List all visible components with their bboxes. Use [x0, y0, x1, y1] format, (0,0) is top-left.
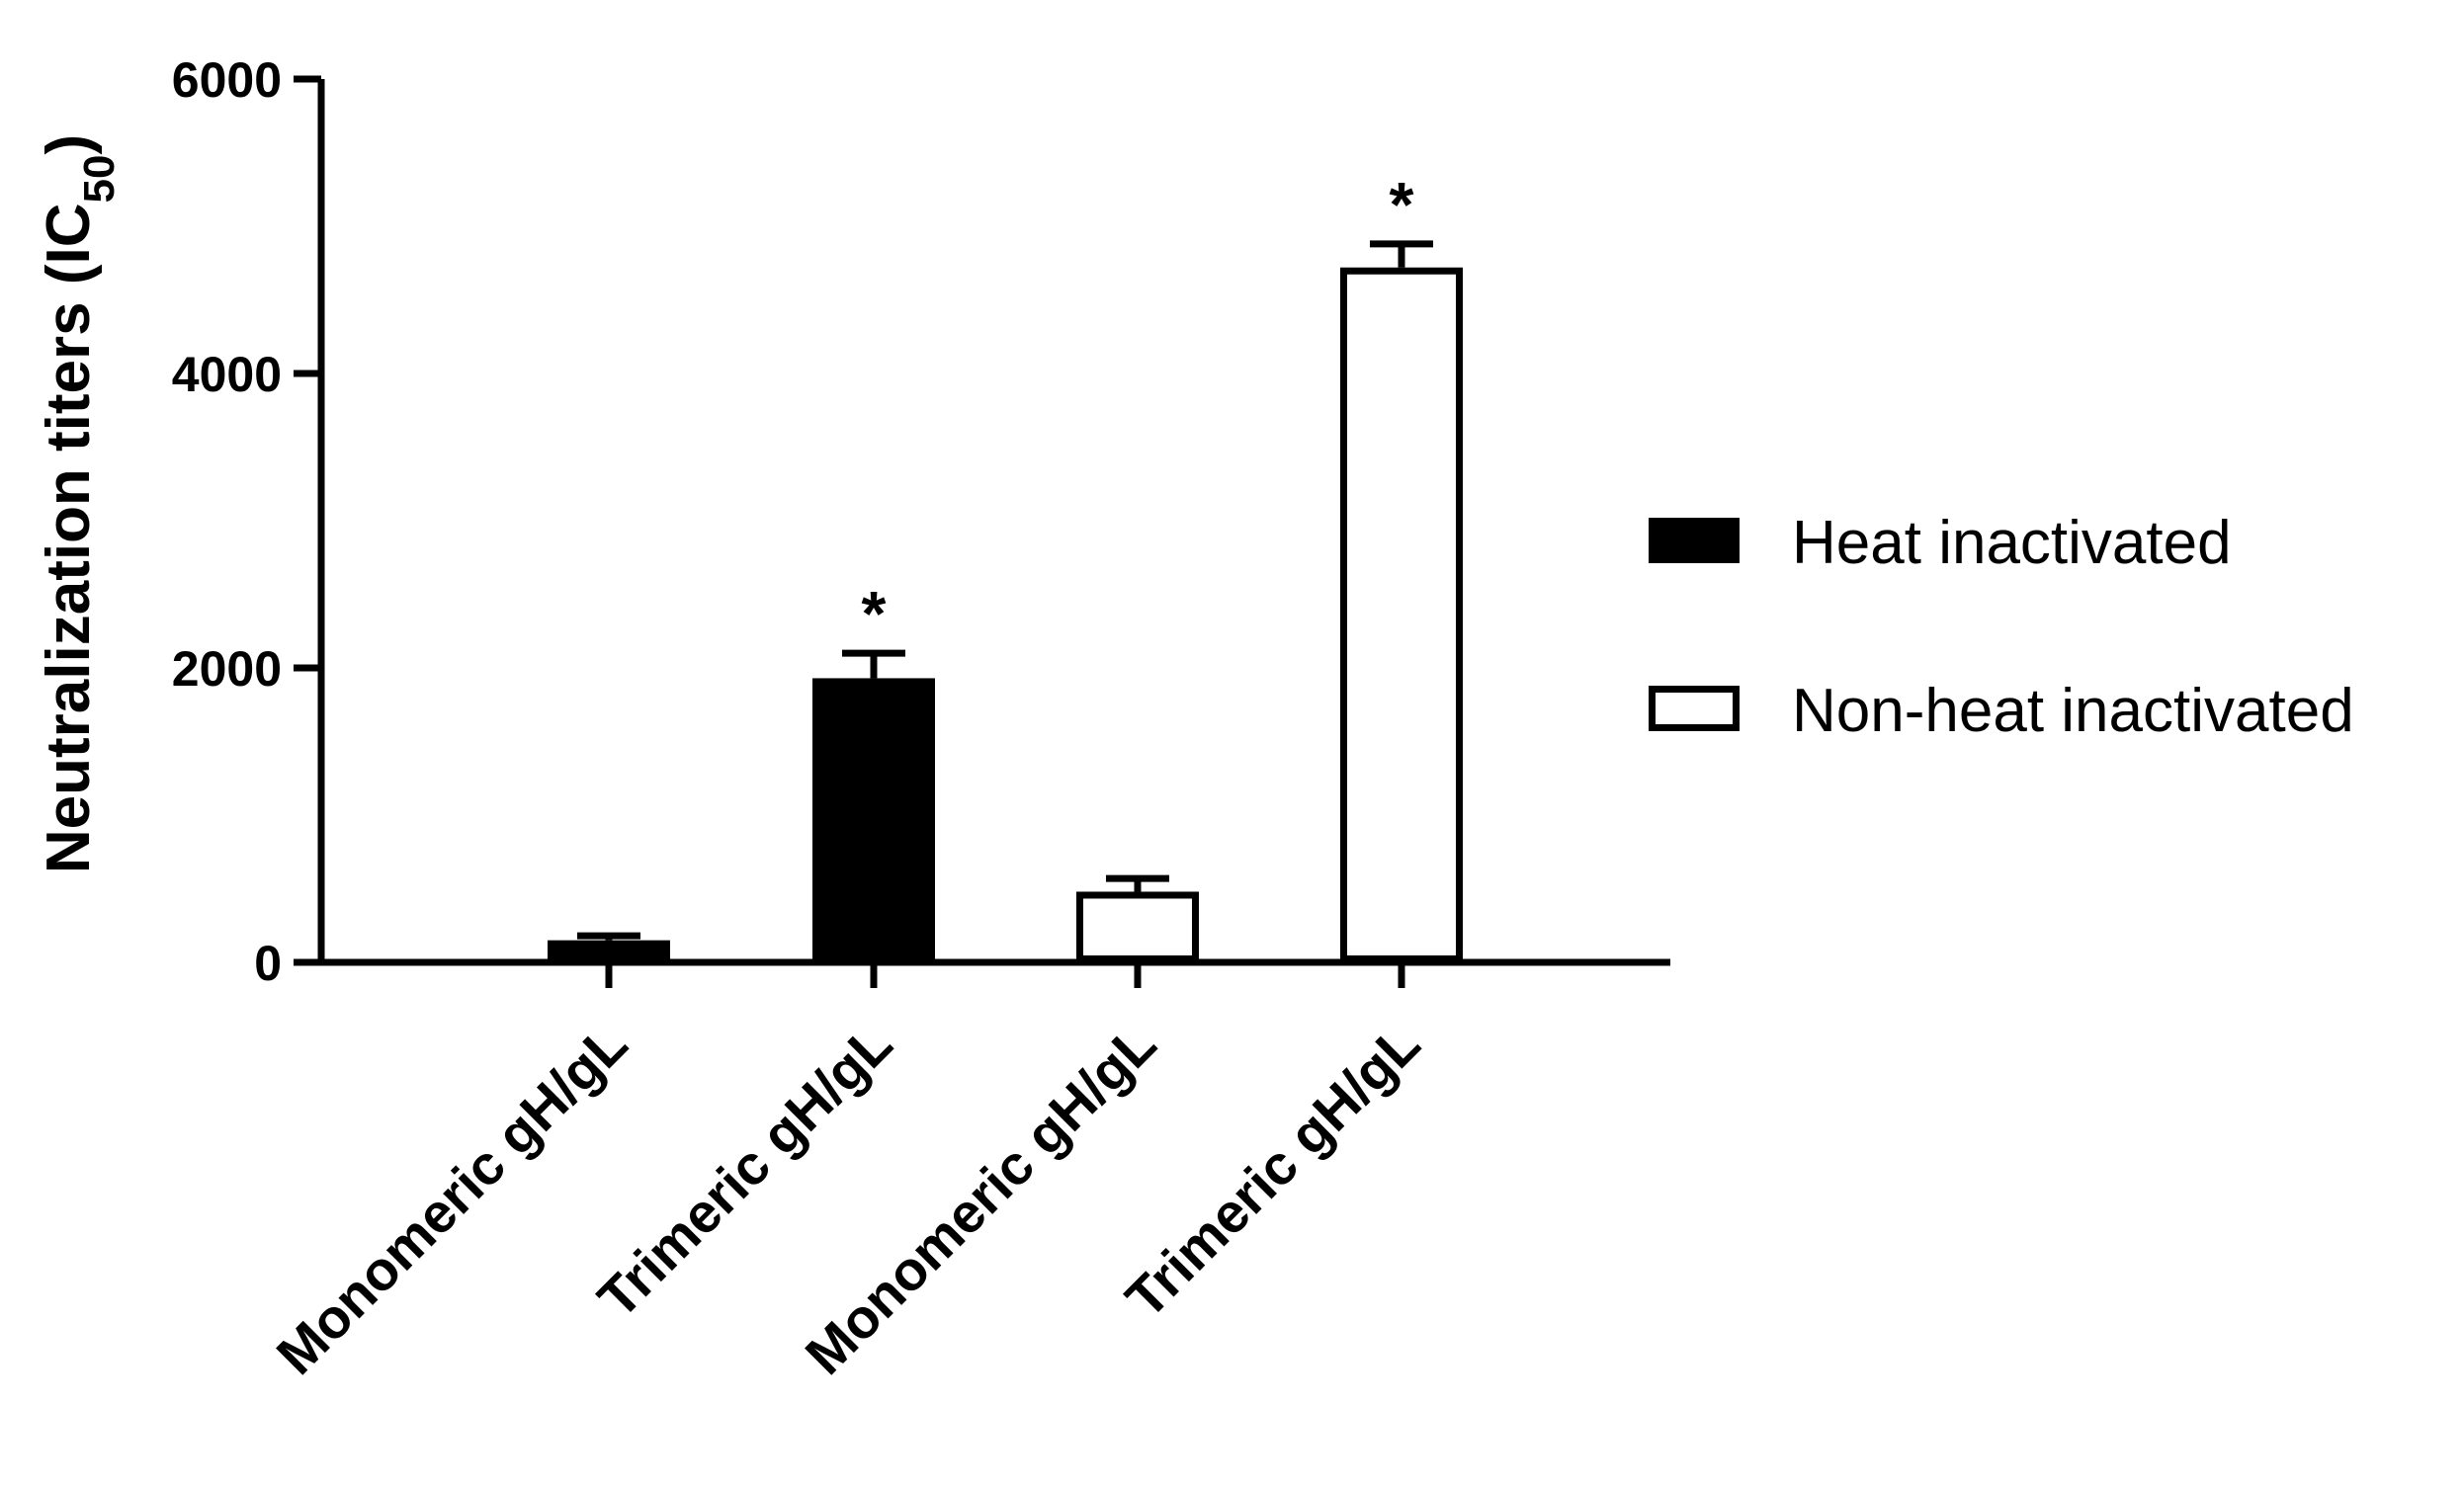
y-tick-label: 0 [254, 936, 282, 991]
bar-non-heat-inactivated [1076, 891, 1199, 962]
error-bars [577, 240, 1433, 941]
y-axis-title: Neutralization titers (IC50) [35, 134, 124, 873]
bars [548, 267, 1463, 963]
bar-heat-inactivated [548, 940, 670, 962]
significance-asterisk: * [1390, 169, 1414, 240]
legend-label: Heat inactivated [1792, 509, 2232, 577]
x-category-label: Monomeric gH/gL [265, 1012, 639, 1386]
bar-non-heat-inactivated [1340, 267, 1463, 963]
significance-markers: ** [862, 169, 1414, 649]
legend-label: Non-heat inactivated [1792, 677, 2354, 745]
y-tick-label: 2000 [172, 641, 282, 697]
y-tick-label: 6000 [172, 52, 282, 108]
legend: Heat inactivated Non-heat inactivated [1649, 509, 2354, 745]
significance-asterisk: * [862, 578, 887, 649]
legend-swatch [1649, 686, 1740, 731]
x-axis [317, 958, 1670, 988]
y-axis: 0 2000 4000 6000 [172, 52, 325, 991]
y-tick-label: 4000 [172, 347, 282, 402]
legend-swatch [1649, 518, 1740, 563]
bar-heat-inactivated [812, 678, 935, 962]
